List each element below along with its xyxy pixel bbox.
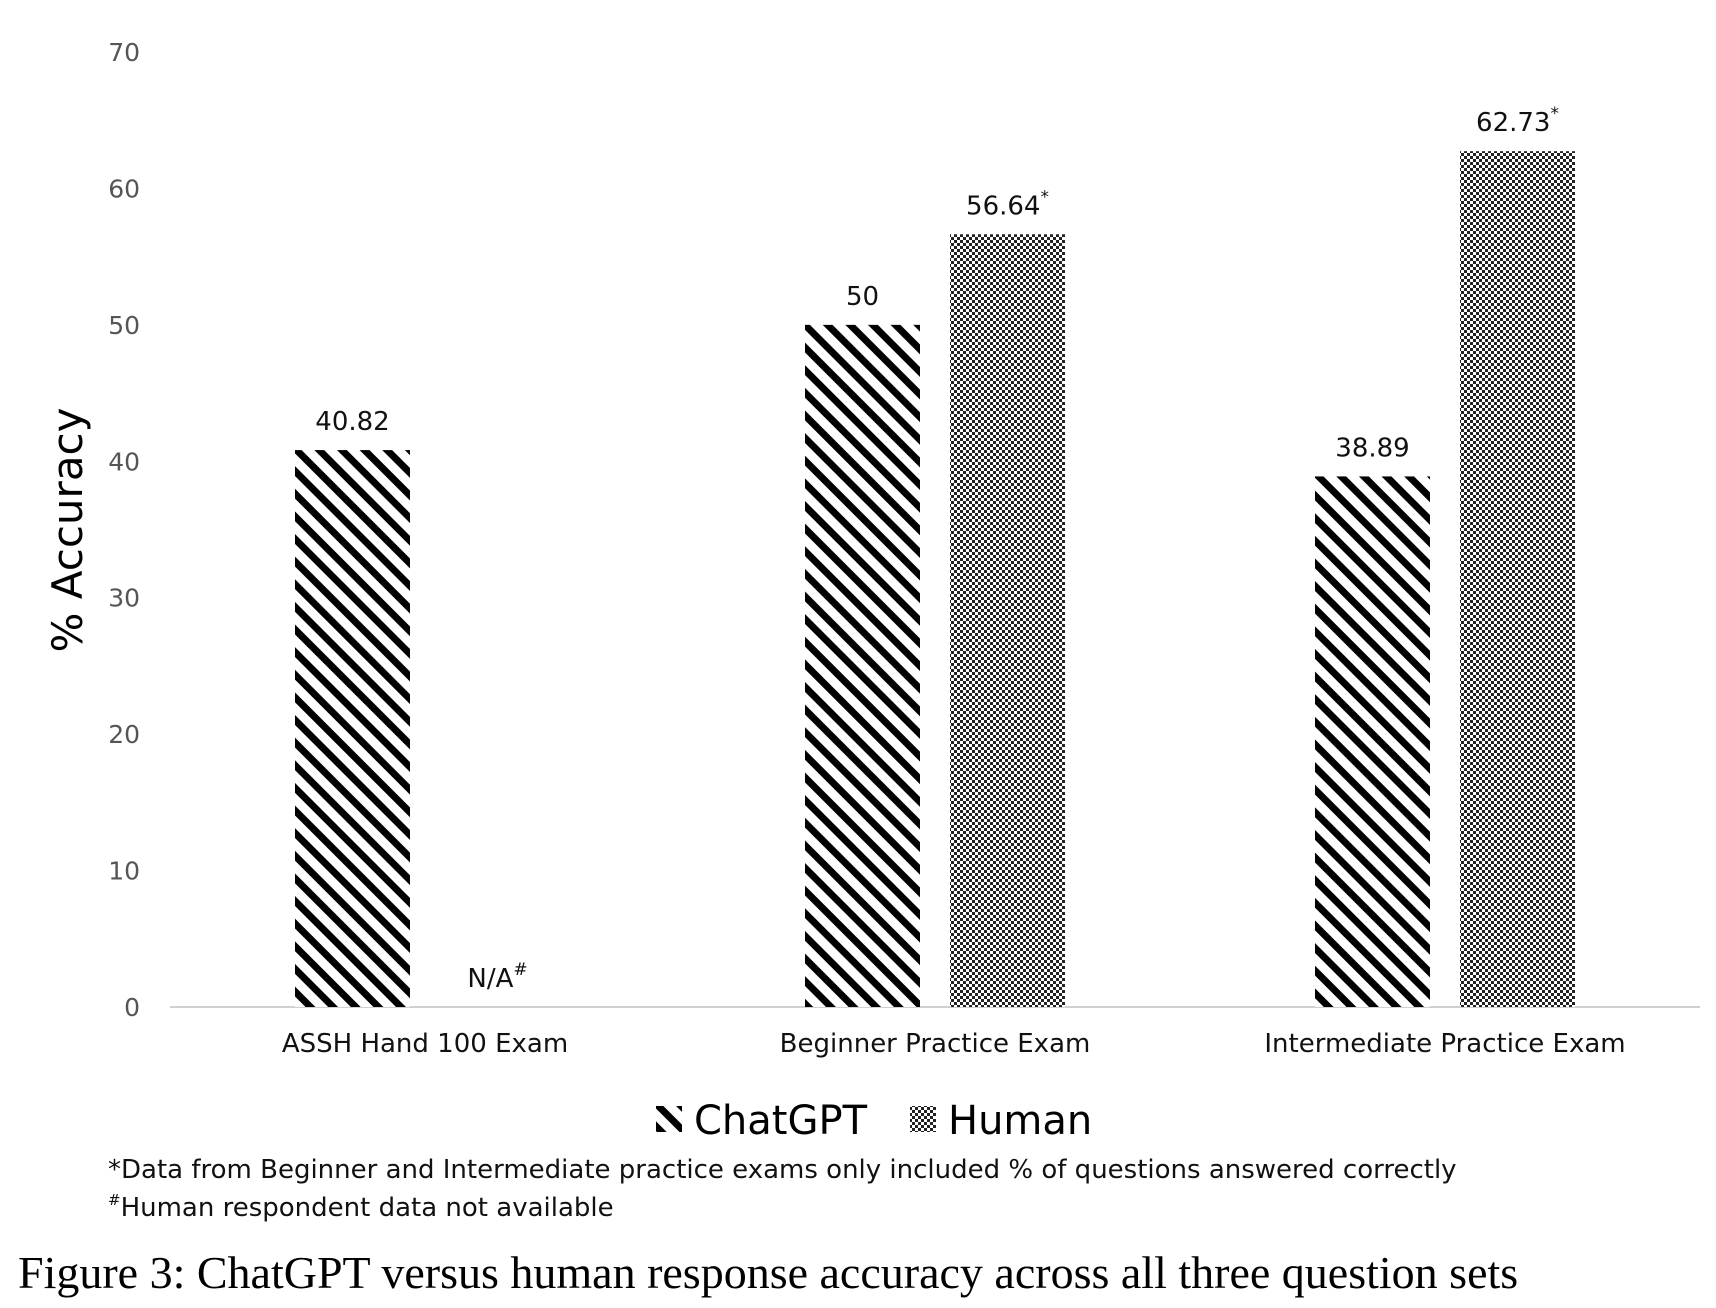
x-category-label-assh-hand-100-exam: ASSH Hand 100 Exam [282, 1029, 568, 1059]
footnote-asterisk-mark: * [108, 1155, 121, 1185]
bar-chatgpt-assh-hand-100-exam [295, 450, 410, 1007]
data-label-human-intermediate-practice-exam: 62.73* [1476, 104, 1559, 138]
y-tick-label-30: 30 [108, 584, 140, 613]
data-label-value: 62.73 [1476, 108, 1550, 138]
footnote-asterisk: *Data from Beginner and Intermediate pra… [108, 1155, 1457, 1185]
data-label-chatgpt-assh-hand-100-exam: 40.82 [315, 407, 389, 437]
y-tick-label-20: 20 [108, 720, 140, 749]
data-label-value: N/A [467, 964, 513, 994]
data-label-human-assh-hand-100-exam: N/A# [467, 960, 527, 994]
legend-swatch-human [910, 1106, 936, 1132]
bar-chatgpt-beginner-practice-exam [805, 324, 920, 1007]
x-category-label-intermediate-practice-exam: Intermediate Practice Exam [1264, 1029, 1625, 1059]
data-label-value: 50 [846, 282, 879, 312]
legend-label-human: Human [948, 1098, 1092, 1144]
bar-chatgpt-intermediate-practice-exam [1315, 476, 1430, 1007]
data-label-value: 40.82 [315, 407, 389, 437]
data-label-human-beginner-practice-exam: 56.64* [966, 187, 1049, 221]
data-label-footnote-mark: * [1550, 104, 1559, 124]
legend: ChatGPT Human [656, 1098, 1092, 1144]
legend-label-chatgpt: ChatGPT [694, 1098, 868, 1144]
figure-caption: Figure 3: ChatGPT versus human response … [18, 1247, 1519, 1298]
y-axis-label: % Accuracy [43, 407, 92, 652]
legend-swatch-chatgpt [656, 1106, 682, 1132]
footnote-asterisk-text: Data from Beginner and Intermediate prac… [121, 1155, 1457, 1185]
bar-human-intermediate-practice-exam [1460, 151, 1575, 1007]
data-label-value: 56.64 [966, 191, 1040, 221]
data-label-value: 38.89 [1335, 433, 1409, 463]
data-label-chatgpt-intermediate-practice-exam: 38.89 [1335, 433, 1409, 463]
footnote-hash-mark: # [108, 1191, 121, 1209]
y-tick-label-40: 40 [108, 447, 140, 476]
data-label-footnote-mark: * [1040, 187, 1049, 207]
bar-human-beginner-practice-exam [950, 234, 1065, 1008]
y-tick-label-0: 0 [124, 993, 140, 1022]
y-tick-label-60: 60 [108, 174, 140, 203]
data-label-chatgpt-beginner-practice-exam: 50 [846, 282, 879, 312]
data-label-footnote-mark: # [513, 960, 527, 980]
footnote-hash-text: Human respondent data not available [120, 1193, 614, 1223]
footnote-hash: #Human respondent data not available [108, 1191, 614, 1223]
y-tick-label-70: 70 [108, 38, 140, 67]
x-category-label-beginner-practice-exam: Beginner Practice Exam [780, 1029, 1091, 1059]
y-tick-label-10: 10 [108, 857, 140, 886]
y-tick-label-50: 50 [108, 311, 140, 340]
